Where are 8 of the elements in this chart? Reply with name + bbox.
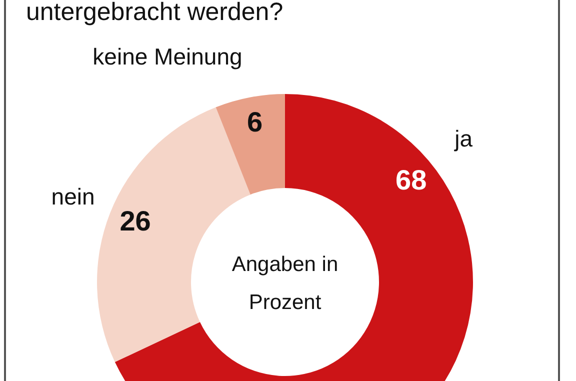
chart-title: untergebracht werden?	[26, 0, 284, 27]
data-label: 26	[120, 205, 151, 236]
slice-label: nein	[51, 183, 95, 210]
text: Angaben in Prozent	[230, 252, 340, 316]
data-label: 68	[396, 164, 427, 196]
slice-label: keine Meinung	[92, 43, 242, 70]
slice-label: ja	[454, 126, 473, 152]
data-label: 6	[247, 106, 263, 138]
